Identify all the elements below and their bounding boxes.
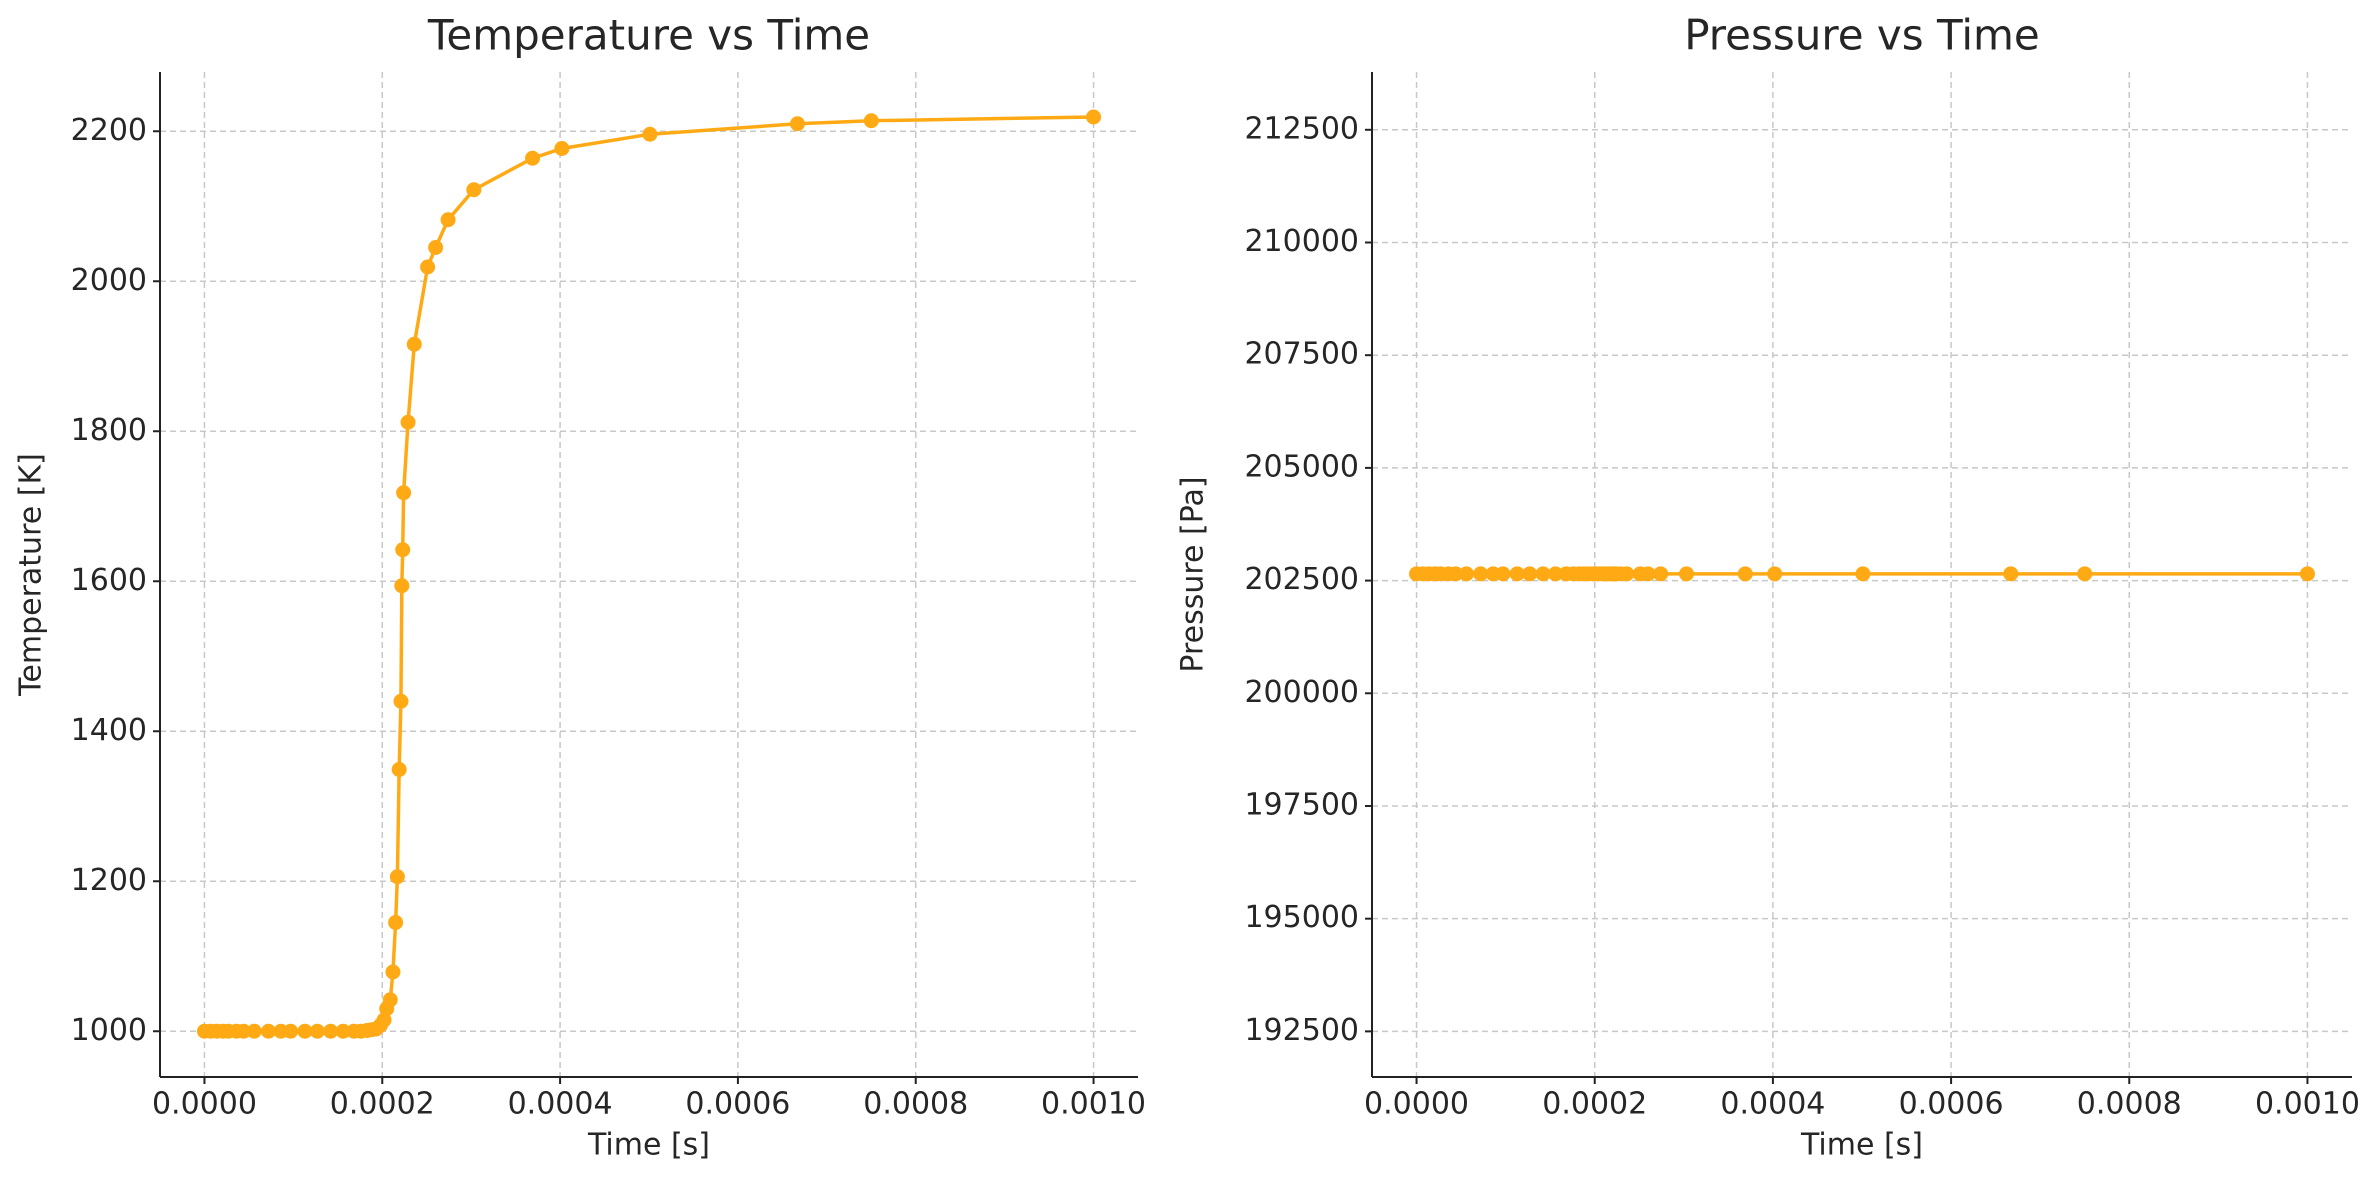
data-point	[323, 1023, 339, 1039]
y-tick-label: 1800	[71, 413, 147, 448]
series-line	[204, 115, 1094, 1033]
x-tick-label: 0.0002	[1542, 1087, 1647, 1122]
y-tick-label: 1000	[71, 1013, 147, 1048]
data-point	[1458, 566, 1474, 582]
x-tick-label: 0.0000	[1364, 1087, 1469, 1122]
data-point	[525, 150, 541, 166]
y-tick-label: 1600	[71, 563, 147, 598]
y-tick-label: 2000	[71, 263, 147, 298]
y-tick-label: 210000	[1244, 224, 1359, 259]
data-point	[400, 414, 416, 430]
data-point	[1767, 566, 1783, 582]
data-point	[389, 869, 405, 885]
data-point	[428, 240, 444, 255]
x-tick-label: 0.0004	[508, 1087, 613, 1122]
y-axis-label: Pressure [Pa]	[1176, 476, 1211, 672]
data-point	[1086, 109, 1102, 125]
y-tick-label: 212500	[1244, 111, 1359, 146]
y-tick-label: 202500	[1244, 562, 1359, 597]
data-point	[1535, 566, 1551, 582]
y-tick-label: 1200	[71, 863, 147, 898]
data-point	[466, 182, 482, 198]
data-point	[863, 113, 879, 129]
y-tick-label: 205000	[1244, 449, 1359, 484]
x-axis-label: Time [s]	[1800, 1128, 1923, 1163]
data-point	[1619, 566, 1635, 582]
data-point	[1448, 566, 1464, 582]
y-tick-label: 195000	[1244, 900, 1359, 935]
data-point	[1855, 566, 1871, 582]
data-point	[394, 578, 410, 594]
data-point	[283, 1023, 299, 1039]
x-axis-label: Time [s]	[587, 1128, 710, 1163]
data-point	[236, 1023, 252, 1039]
data-point	[554, 141, 570, 156]
chart-title: Temperature vs Time	[427, 11, 870, 60]
y-tick-label: 197500	[1244, 787, 1359, 822]
data-point	[393, 693, 409, 709]
data-point	[1522, 566, 1538, 582]
data-point	[2003, 566, 2019, 582]
data-point	[642, 126, 658, 142]
x-tick-label: 0.0004	[1720, 1087, 1825, 1122]
x-tick-label: 0.0000	[152, 1087, 257, 1122]
data-point	[440, 212, 456, 228]
data-point	[789, 116, 805, 132]
data-point	[406, 336, 422, 352]
y-tick-label: 207500	[1244, 337, 1359, 372]
x-tick-label: 0.0008	[2077, 1087, 2182, 1122]
x-tick-label: 0.0006	[1899, 1087, 2004, 1122]
data-point	[396, 485, 412, 501]
data-point	[391, 762, 407, 777]
data-point	[1495, 566, 1511, 582]
data-point	[395, 542, 411, 558]
y-axis-label: Temperature [K]	[14, 453, 49, 697]
data-point	[1640, 566, 1656, 582]
data-point	[388, 915, 404, 930]
data-point	[1509, 566, 1525, 582]
data-point	[1473, 566, 1489, 582]
data-point	[382, 992, 398, 1008]
y-tick-label: 200000	[1244, 675, 1359, 710]
data-point	[385, 964, 401, 980]
x-tick-label: 0.0006	[685, 1087, 790, 1122]
data-point	[1653, 566, 1669, 582]
data-point	[1737, 566, 1753, 582]
data-point	[297, 1023, 313, 1039]
y-tick-label: 192500	[1244, 1013, 1359, 1048]
data-point	[246, 1023, 262, 1039]
x-tick-label: 0.0010	[2255, 1087, 2360, 1122]
chart-title: Pressure vs Time	[1684, 11, 2040, 60]
data-point	[2077, 566, 2093, 582]
data-point	[260, 1023, 276, 1039]
data-point	[1678, 566, 1694, 582]
data-point	[1548, 566, 1564, 582]
data-point	[376, 1012, 392, 1028]
x-tick-label: 0.0002	[330, 1087, 435, 1122]
data-point	[420, 259, 436, 275]
x-tick-label: 0.0010	[1041, 1087, 1146, 1122]
data-point	[309, 1023, 325, 1039]
y-tick-label: 2200	[71, 113, 147, 148]
data-point	[2299, 566, 2315, 582]
x-tick-label: 0.0008	[863, 1087, 968, 1122]
y-tick-label: 1400	[71, 713, 147, 748]
data-point	[335, 1023, 351, 1039]
